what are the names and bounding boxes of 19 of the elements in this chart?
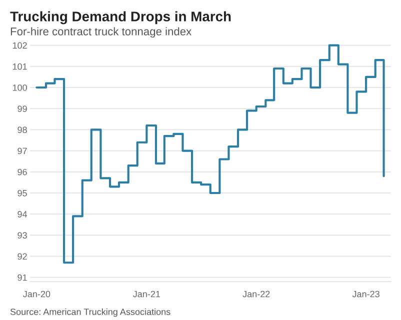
y-tick-label: 95 (18, 190, 27, 196)
chart-subtitle: For-hire contract truck tonnage index (10, 27, 192, 38)
source-note: Source: American Trucking Associations (10, 308, 170, 317)
y-tick-label: 97 (18, 148, 27, 154)
y-tick-label: 100 (12, 84, 27, 91)
y-tick-label: 99 (18, 106, 27, 112)
y-tick-label: 93 (18, 232, 27, 239)
x-tick-label: Jan-23 (352, 290, 380, 298)
y-tick-label: 91 (18, 274, 27, 281)
y-tick-label: 94 (18, 211, 28, 218)
chart-title: Trucking Demand Drops in March (10, 11, 231, 24)
x-tick-label: Jan-22 (242, 290, 270, 298)
x-tick-label: Jan-21 (133, 290, 160, 298)
y-tick-label: 102 (12, 42, 27, 49)
y-tick-label: 92 (18, 253, 27, 260)
x-tick-label: Jan-20 (23, 290, 50, 298)
y-tick-label: 96 (18, 168, 27, 176)
y-tick-label: 98 (18, 126, 27, 134)
y-tick-label: 101 (12, 63, 27, 70)
